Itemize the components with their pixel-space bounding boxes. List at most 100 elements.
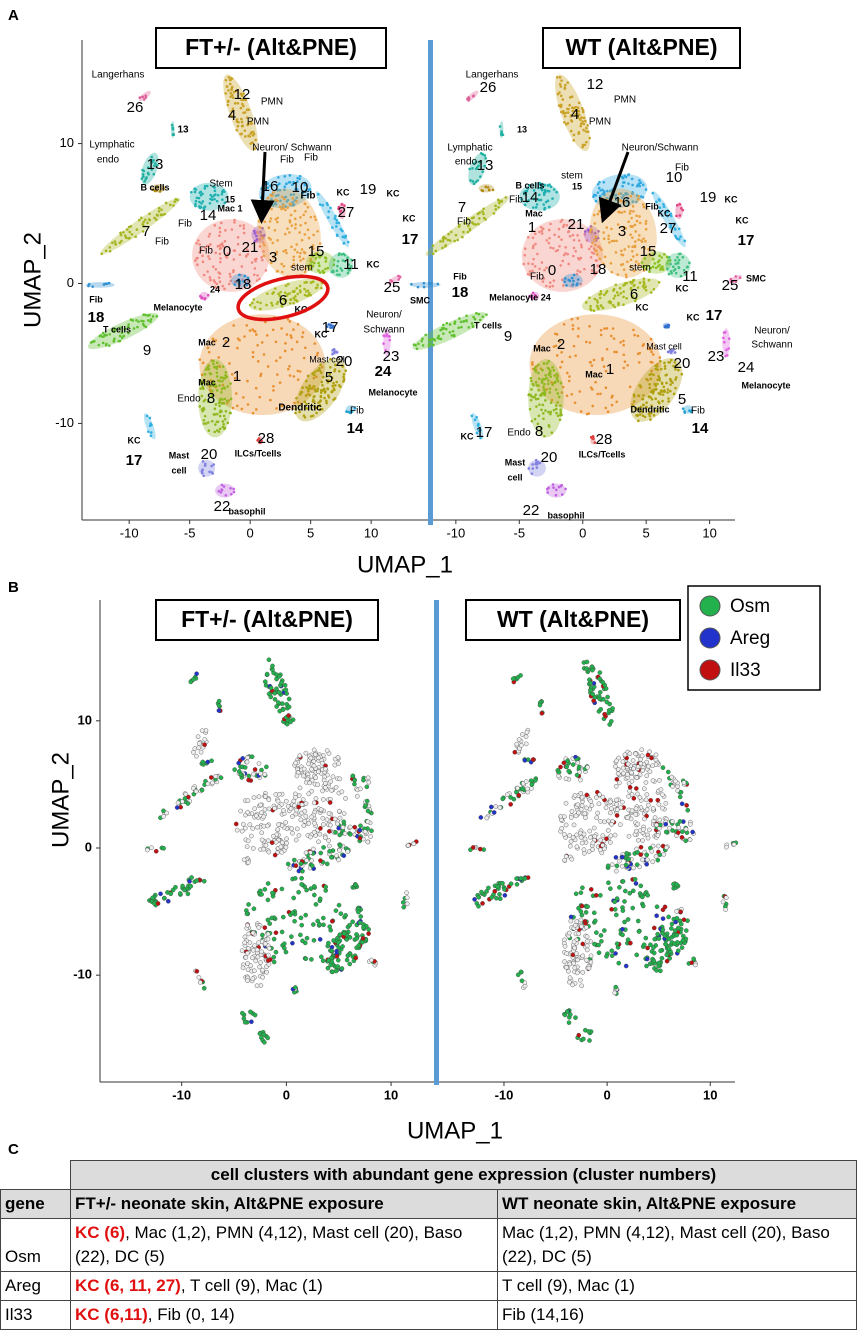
cluster-label: Fib <box>530 272 544 283</box>
cell-dot <box>200 759 206 765</box>
cell-dot <box>603 327 606 330</box>
cell-dot <box>150 155 154 159</box>
cell-dot <box>579 840 585 846</box>
cell-dot <box>272 384 275 388</box>
cell-dot <box>602 180 606 184</box>
cell-dot <box>684 803 689 808</box>
cell-dot <box>256 439 259 442</box>
cell-dot <box>270 301 273 305</box>
cell-dot <box>262 241 265 244</box>
cell-dot <box>301 331 305 334</box>
cell-dot <box>593 893 599 898</box>
cell-dot <box>272 291 275 294</box>
cell-dot <box>586 228 590 232</box>
cell-dot <box>252 273 256 277</box>
cell-dot <box>357 827 363 833</box>
cell-dot <box>552 408 556 412</box>
cell-dot <box>295 196 298 200</box>
cluster-label: 9 <box>504 328 512 345</box>
cell-dot <box>258 238 262 241</box>
cell-dot <box>477 222 480 226</box>
cell-dot <box>352 777 358 783</box>
cell-dot <box>600 679 606 685</box>
cell-dot <box>350 773 356 779</box>
cell-dot <box>249 955 255 961</box>
cell-dot <box>596 191 600 194</box>
overlays: FT+/- (Alt&PNE) WT (Alt&PNE)FT+/- (Alt&PN… <box>88 27 821 691</box>
cell-dot <box>514 741 520 747</box>
cell-dot <box>223 397 227 401</box>
cell-dot <box>305 776 310 782</box>
cell-dot <box>272 690 278 696</box>
cell-dot <box>300 938 305 944</box>
cell-dot <box>548 285 552 288</box>
cell-dot <box>218 404 221 408</box>
cluster-label: 12 <box>587 76 604 93</box>
cell-dot <box>337 843 343 848</box>
cell-dot <box>231 96 235 99</box>
cell-dot <box>654 904 660 910</box>
cell-dot <box>285 861 291 867</box>
y-tick-label: 0 <box>67 275 74 290</box>
cell-dot <box>597 264 600 268</box>
cell-dot <box>309 263 312 266</box>
cell-dot <box>307 389 310 393</box>
cell-dot <box>221 365 225 368</box>
cell-dot <box>479 436 482 440</box>
cell-dot <box>224 340 228 343</box>
cell-dot <box>342 252 345 256</box>
cell-dot <box>666 388 670 391</box>
cell-dot <box>262 254 266 258</box>
cell-dot <box>213 413 217 416</box>
cell-dot <box>445 321 449 325</box>
cell-dot <box>297 785 303 791</box>
cell-dot <box>269 840 275 845</box>
cell-dot <box>304 221 307 225</box>
cell-dot <box>604 954 609 959</box>
cell-dot <box>254 386 258 390</box>
cell-dot <box>542 417 545 421</box>
cell-dot <box>112 340 116 343</box>
cell-dot <box>212 340 216 343</box>
cell-dot <box>208 232 212 236</box>
cell-dot <box>546 189 549 193</box>
cell-dot <box>636 286 640 289</box>
cell-dot <box>312 892 317 898</box>
cell-dot <box>669 351 673 354</box>
cell-dot <box>405 901 410 907</box>
cell-dot <box>264 671 270 677</box>
cell-dot <box>538 230 541 234</box>
cell-dot <box>683 410 686 413</box>
cell-dot <box>353 406 357 410</box>
cell-dot <box>231 107 235 111</box>
cell-dot <box>306 228 310 232</box>
cell-dot <box>659 955 665 961</box>
cell-dot <box>245 324 249 327</box>
cell-dot <box>605 694 610 700</box>
cell-dot <box>540 229 544 233</box>
cell-dot <box>658 199 661 202</box>
cell-dot <box>592 195 595 198</box>
cluster <box>199 314 326 416</box>
cell-dot <box>453 322 456 325</box>
cell-dot <box>600 833 606 839</box>
cell-dot <box>537 347 541 350</box>
cell-dot <box>260 341 264 344</box>
cell-dot <box>243 335 246 338</box>
cell-dot <box>639 747 645 752</box>
cell-dot <box>293 209 297 213</box>
cell-dot <box>298 370 302 373</box>
cell-dot <box>561 385 565 389</box>
cell-dot <box>298 174 302 178</box>
cell-dot <box>200 202 203 205</box>
cell-dot <box>484 156 487 160</box>
cell-dot <box>335 218 339 222</box>
cell-dot <box>299 802 305 807</box>
cell-dot <box>245 967 251 973</box>
cell-dot <box>404 890 409 896</box>
cell-dot <box>650 806 656 811</box>
cluster-label: Fib <box>453 271 467 281</box>
cell-dot <box>150 161 154 164</box>
cell-dot <box>636 407 640 410</box>
cell-dot <box>415 347 419 351</box>
